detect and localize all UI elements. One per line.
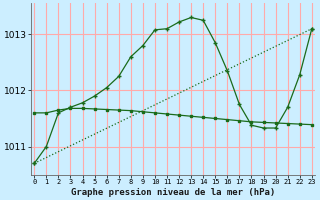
X-axis label: Graphe pression niveau de la mer (hPa): Graphe pression niveau de la mer (hPa)	[71, 188, 275, 197]
